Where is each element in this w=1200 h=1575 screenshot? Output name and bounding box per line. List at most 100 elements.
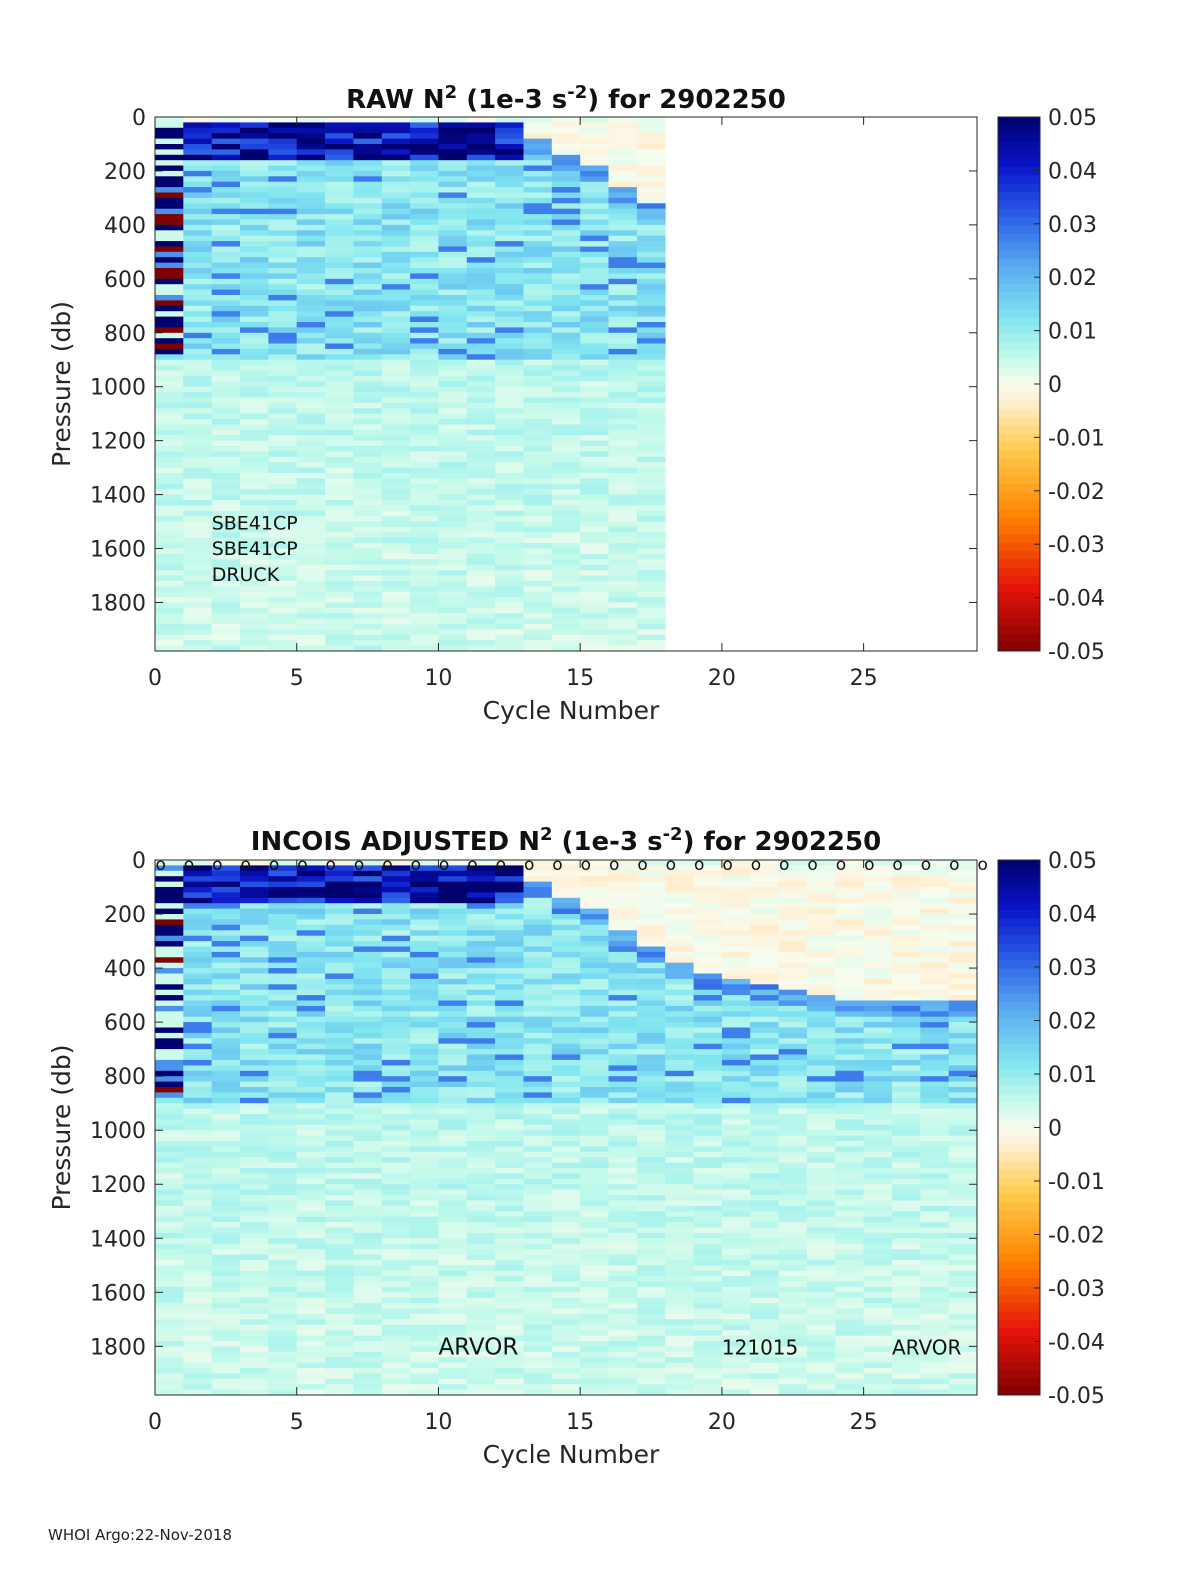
heatmap-cell (211, 197, 241, 204)
heatmap-cell (495, 1281, 524, 1288)
colorbar-segment (998, 1052, 1040, 1062)
heatmap-cell (381, 197, 411, 204)
heatmap-cell (410, 908, 439, 915)
heatmap-cell (523, 1281, 553, 1288)
heatmap-cell (778, 1276, 808, 1282)
heatmap-cell (523, 1249, 553, 1255)
heatmap-cell (155, 144, 184, 150)
heatmap-cell (806, 860, 836, 866)
heatmap-cell (410, 1076, 439, 1082)
heatmap-cell (240, 516, 269, 522)
heatmap-cell (636, 257, 666, 263)
heatmap-cell (353, 1005, 383, 1012)
heatmap-cell (353, 386, 383, 393)
heatmap-cell (325, 645, 354, 652)
heatmap-cell (438, 1195, 468, 1201)
heatmap-cell (892, 1276, 921, 1282)
heatmap-cell (778, 1319, 808, 1326)
heatmap-cell (183, 510, 212, 517)
heatmap-cell (806, 1076, 836, 1082)
heatmap-cell (211, 192, 241, 199)
heatmap-cell (183, 424, 212, 431)
heatmap-cell (665, 1146, 694, 1153)
heatmap-cell (268, 278, 298, 285)
heatmap-cell (636, 597, 666, 603)
heatmap-cell (523, 273, 553, 280)
heatmap-cell (466, 1276, 496, 1282)
heatmap-cell (636, 1076, 666, 1082)
heatmap-cell (211, 543, 241, 549)
heatmap-cell (183, 1249, 212, 1255)
heatmap-cell (296, 1308, 326, 1315)
heatmap-cell (155, 1184, 184, 1190)
heatmap-cell (325, 973, 354, 980)
heatmap-cell (665, 919, 694, 926)
heatmap-cell (183, 1081, 212, 1088)
heatmap-cell (381, 887, 411, 893)
heatmap-cell (580, 1243, 609, 1250)
heatmap-cell (155, 322, 184, 328)
heatmap-cell (183, 1384, 212, 1390)
heatmap-cell (750, 968, 779, 974)
heatmap-cell (381, 602, 411, 609)
heatmap-cell (892, 1378, 921, 1385)
heatmap-cell (353, 919, 383, 926)
heatmap-cell (211, 214, 241, 220)
heatmap-cell (523, 995, 553, 1001)
heatmap-cell (495, 613, 524, 619)
heatmap-cell (155, 924, 184, 931)
heatmap-cell (551, 311, 581, 317)
heatmap-cell (183, 235, 212, 242)
heatmap-cell (608, 1108, 638, 1115)
heatmap-cell (863, 1119, 893, 1126)
heatmap-cell (381, 1195, 411, 1201)
heatmap-cell (863, 995, 893, 1001)
heatmap-cell (438, 1022, 468, 1028)
heatmap-cell (580, 892, 609, 899)
heatmap-cell (240, 1184, 269, 1190)
heatmap-cell (438, 500, 468, 506)
heatmap-cell (296, 224, 326, 231)
heatmap-cell (410, 870, 439, 877)
heatmap-cell (495, 289, 524, 296)
heatmap-cell (636, 1270, 666, 1277)
heatmap-cell (268, 138, 298, 145)
heatmap-cell (211, 1384, 241, 1390)
heatmap-cell (296, 941, 326, 947)
heatmap-cell (381, 1178, 411, 1185)
heatmap-cell (240, 165, 269, 172)
heatmap-cell (381, 1124, 411, 1131)
heatmap-cell (353, 354, 383, 361)
cycle-marker: o (269, 855, 279, 875)
colorbar-segment (998, 1344, 1040, 1354)
heatmap-cell (183, 1114, 212, 1120)
cycle-marker: o (354, 855, 364, 875)
heatmap-cell (296, 419, 326, 425)
heatmap-cell (381, 1341, 411, 1347)
heatmap-cell (296, 897, 326, 904)
heatmap-cell (155, 1341, 184, 1347)
heatmap-cell (920, 1005, 949, 1012)
heatmap-cell (296, 494, 326, 501)
heatmap-cell (580, 424, 609, 431)
heatmap-cell (211, 1081, 241, 1088)
heatmap-cell (410, 1216, 439, 1223)
heatmap-cell (495, 1032, 524, 1039)
heatmap-cell (240, 892, 269, 899)
heatmap-cell (806, 1232, 836, 1239)
heatmap-cell (466, 397, 496, 404)
heatmap-cell (693, 1243, 723, 1250)
heatmap-cell (353, 246, 383, 253)
heatmap-cell (580, 1303, 609, 1309)
heatmap-cell (211, 289, 241, 296)
heatmap-cell (608, 543, 638, 549)
heatmap-cell (240, 230, 269, 237)
heatmap-cell (551, 968, 581, 974)
heatmap-cell (211, 138, 241, 145)
heatmap-cell (240, 870, 269, 877)
heatmap-cell (268, 224, 298, 231)
heatmap-cell (211, 978, 241, 985)
heatmap-cell (806, 1124, 836, 1131)
heatmap-cell (466, 995, 496, 1001)
heatmap-cell (580, 1141, 609, 1147)
